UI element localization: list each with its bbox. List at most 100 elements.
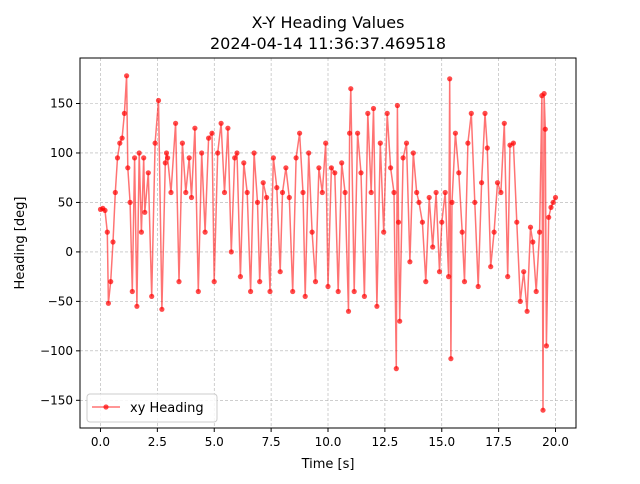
data-point (117, 140, 123, 146)
data-point (186, 155, 192, 161)
data-point (423, 279, 429, 285)
data-point (550, 199, 556, 205)
data-point (442, 189, 448, 196)
data-point (543, 343, 550, 349)
data-point (206, 135, 212, 141)
data-point (332, 170, 338, 176)
data-point (228, 249, 234, 255)
data-point (279, 189, 286, 196)
x-axis-label: Time [s] (301, 457, 355, 472)
data-point (430, 244, 436, 250)
data-point (183, 189, 189, 196)
data-point (199, 150, 205, 156)
data-point (448, 356, 454, 362)
data-point (365, 110, 371, 116)
data-point (159, 306, 165, 312)
x-tick-label: 12.5 (372, 435, 399, 449)
data-point (335, 288, 341, 295)
data-point (384, 110, 390, 116)
data-point (388, 165, 394, 171)
y-tick-label: 0 (65, 245, 73, 259)
data-point (426, 194, 432, 201)
data-point (119, 135, 125, 141)
data-point (339, 160, 345, 166)
x-tick-label: 17.5 (485, 435, 512, 449)
data-point (209, 130, 215, 136)
legend-box (86, 393, 218, 423)
y-tick-label: 100 (50, 146, 73, 160)
data-point (225, 125, 231, 131)
data-point (491, 229, 497, 235)
data-point (358, 170, 364, 176)
data-point (202, 229, 208, 235)
data-point (145, 170, 151, 176)
data-point (552, 194, 559, 201)
data-point (274, 185, 280, 191)
series-line (100, 75, 557, 411)
y-tick-label: 150 (50, 97, 73, 111)
data-point (211, 279, 217, 285)
data-point (400, 155, 406, 161)
series-xy-heading (97, 73, 559, 413)
data-point (110, 239, 116, 245)
data-point (342, 189, 348, 196)
data-point (136, 150, 142, 156)
x-tick-label: 10.0 (315, 435, 342, 449)
data-point (124, 73, 130, 79)
data-point (306, 150, 312, 156)
y-tick-label: −150 (40, 393, 73, 407)
data-point (436, 269, 443, 275)
data-point (162, 160, 168, 166)
data-point (540, 407, 546, 413)
data-point (302, 293, 308, 299)
data-point (361, 293, 367, 299)
data-point (129, 288, 135, 295)
data-point (465, 140, 471, 146)
data-point (108, 279, 114, 285)
data-point (537, 229, 543, 235)
data-point (394, 102, 400, 109)
data-point (316, 165, 322, 171)
data-point (283, 165, 289, 171)
data-point (446, 274, 452, 280)
data-point (472, 199, 478, 205)
x-tick-label: 20.0 (542, 435, 569, 449)
data-point (348, 86, 354, 92)
data-point (155, 97, 162, 104)
data-point (482, 110, 488, 116)
data-point (138, 229, 144, 235)
data-point (510, 140, 516, 146)
data-point (530, 239, 536, 245)
data-point (179, 140, 185, 146)
data-point (514, 219, 520, 225)
data-point (479, 180, 485, 186)
data-point (134, 303, 140, 309)
data-point (505, 274, 511, 280)
data-point (452, 130, 458, 136)
data-point (416, 199, 422, 205)
data-point (345, 308, 352, 314)
data-point (488, 264, 494, 270)
data-point (297, 130, 303, 136)
x-tick-label: 2.5 (148, 435, 167, 449)
data-point (192, 125, 198, 131)
data-point (461, 279, 468, 285)
data-point (501, 120, 507, 126)
data-point (484, 145, 490, 151)
data-point (102, 207, 108, 213)
data-point (300, 189, 306, 196)
data-point (414, 189, 420, 196)
data-point (309, 229, 315, 235)
data-point (241, 160, 247, 166)
data-point (232, 155, 238, 161)
data-point (218, 120, 224, 126)
legend-marker-swatch (103, 404, 109, 410)
data-point (541, 91, 547, 97)
data-point (403, 140, 410, 146)
data-point (105, 300, 111, 306)
y-axis-label: Heading [deg] (13, 197, 28, 290)
data-point (355, 130, 361, 136)
data-point (257, 279, 263, 285)
data-point (377, 140, 383, 146)
data-point (267, 288, 273, 295)
